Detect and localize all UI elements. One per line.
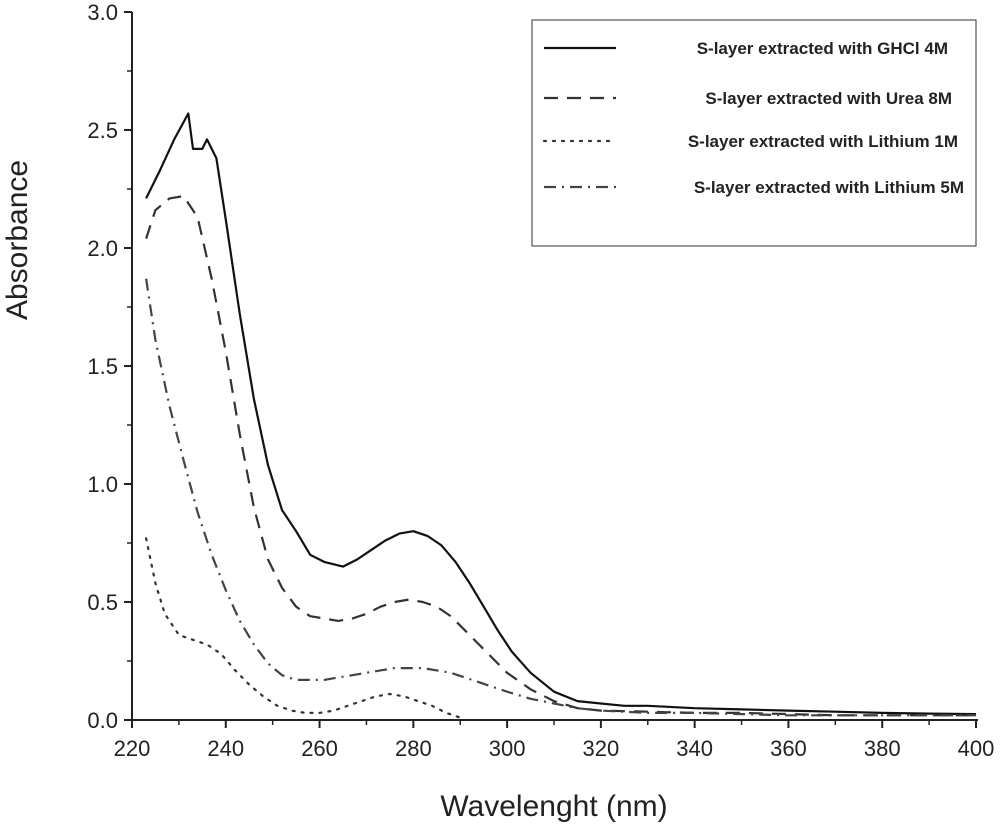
x-tick-label: 260: [301, 736, 338, 761]
y-tick-label: 3.0: [87, 0, 118, 25]
y-tick-label: 2.0: [87, 236, 118, 261]
x-tick-label: 280: [395, 736, 432, 761]
y-tick-label: 1.5: [87, 354, 118, 379]
x-tick-label: 320: [583, 736, 620, 761]
x-tick-label: 340: [676, 736, 713, 761]
x-tick-label: 240: [207, 736, 244, 761]
legend-label-4: S-layer extracted with Lithium 5M: [694, 178, 964, 197]
series-line-3: [145, 537, 466, 722]
x-tick-label: 380: [864, 736, 901, 761]
x-tick-label: 300: [489, 736, 526, 761]
y-tick-label: 1.0: [87, 472, 118, 497]
x-tick-label: 400: [958, 736, 995, 761]
x-tick-label: 360: [770, 736, 807, 761]
y-tick-label: 2.5: [87, 118, 118, 143]
legend: S-layer extracted with GHCl 4M S-layer ex…: [531, 19, 977, 247]
x-ticks: 220 240 260 280 300 320 340 360 380 400: [114, 720, 995, 761]
series-line-2: [145, 195, 976, 717]
y-tick-label: 0.0: [87, 708, 118, 733]
legend-label-3: S-layer extracted with Lithium 1M: [688, 132, 958, 151]
x-tick-label: 220: [114, 736, 151, 761]
legend-label-1: S-layer extracted with GHCl 4M: [697, 39, 948, 58]
x-axis-title: Wavelenght (nm): [440, 790, 667, 823]
y-ticks: 0.0 0.5 1.0 1.5 2.0 2.5 3.0: [87, 0, 132, 733]
series-line-4: [145, 278, 976, 717]
plot-area: [145, 112, 977, 722]
y-axis-title: Absorbance: [1, 160, 34, 320]
series-line-1: [145, 112, 977, 716]
legend-box: [531, 19, 977, 247]
y-tick-label: 0.5: [87, 590, 118, 615]
legend-label-2: S-layer extracted with Urea 8M: [705, 89, 952, 108]
